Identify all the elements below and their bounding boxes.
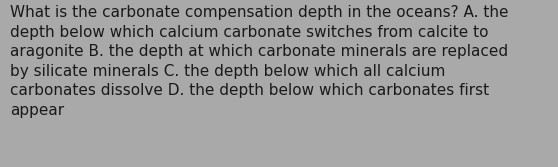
Text: What is the carbonate compensation depth in the oceans? A. the
depth below which: What is the carbonate compensation depth…	[10, 5, 508, 118]
